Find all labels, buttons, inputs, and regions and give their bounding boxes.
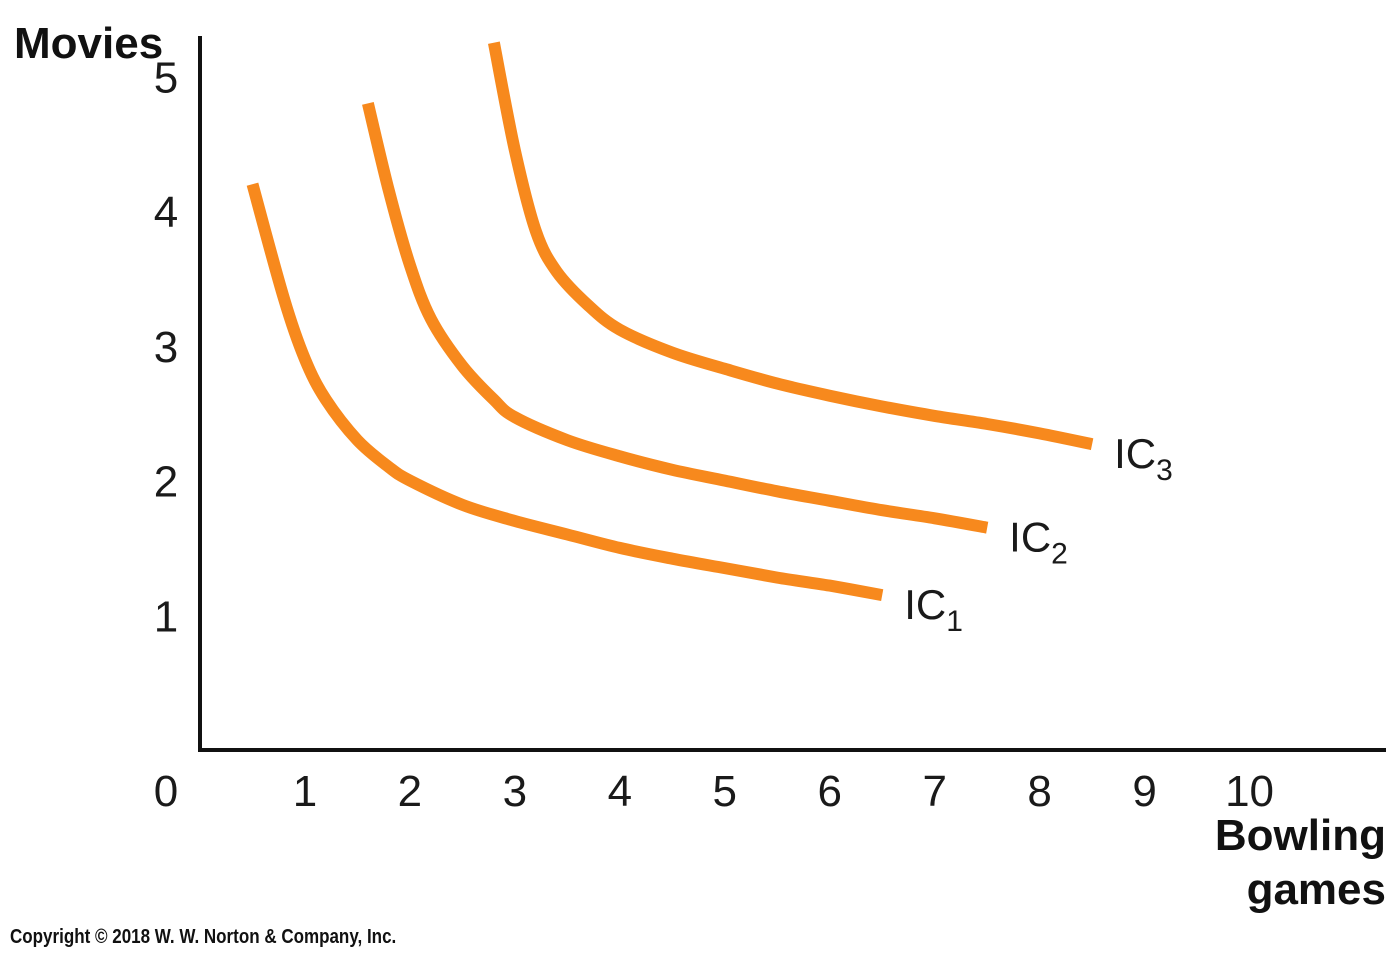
x-tick-label-10: 10 (1225, 767, 1274, 816)
x-axis-title-line-1: Bowling (1215, 811, 1386, 860)
copyright-notice: Copyright © 2018 W. W. Norton & Company,… (10, 926, 397, 948)
tick-labels-layer: 1 2 3 4 5 6 7 8 9 10 1 2 3 4 5 (154, 53, 1274, 816)
x-tick-label-5: 5 (713, 767, 737, 816)
y-axis-title: Movies (14, 19, 163, 68)
curves-layer (246, 41, 1094, 602)
curve-label-ic3: IC3 (1114, 430, 1173, 487)
x-tick-label-8: 8 (1027, 767, 1051, 816)
curve-labels-layer: IC1 IC2 IC3 (904, 430, 1173, 638)
curve-ic3 (488, 41, 1094, 451)
curve-ic1 (246, 182, 884, 602)
x-tick-label-7: 7 (922, 767, 946, 816)
x-tick-label-4: 4 (608, 767, 632, 816)
y-tick-label-2: 2 (154, 458, 178, 507)
y-tick-label-5: 5 (154, 53, 178, 102)
y-tick-label-1: 1 (154, 592, 178, 641)
x-tick-label-6: 6 (817, 767, 841, 816)
x-tick-label-3: 3 (503, 767, 527, 816)
origin-label: 0 (154, 767, 178, 816)
y-tick-label-3: 3 (154, 323, 178, 372)
x-tick-label-1: 1 (293, 767, 317, 816)
curve-label-ic2: IC2 (1009, 514, 1068, 571)
x-tick-label-2: 2 (398, 767, 422, 816)
y-tick-label-4: 4 (154, 188, 178, 237)
x-axis-title-line-2: games (1247, 865, 1386, 914)
x-tick-label-9: 9 (1132, 767, 1156, 816)
curve-ic2 (362, 102, 989, 534)
curve-label-ic1: IC1 (904, 581, 963, 638)
